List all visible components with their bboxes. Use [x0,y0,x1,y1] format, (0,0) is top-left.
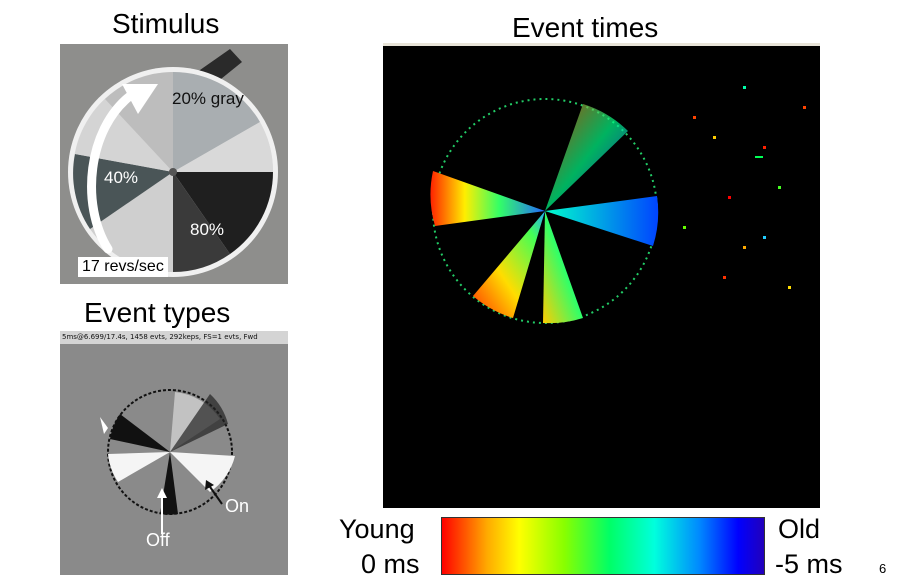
segment-80-label: 80% [190,220,225,239]
stimulus-title: Stimulus [112,8,220,39]
old-time-label: -5 ms [775,549,843,579]
event-times-plot [383,46,820,508]
event-times-topbar [383,43,820,46]
young-label: Young [339,514,415,544]
event-types-panel: 5ms@6.699/17.4s, 1458 evts, 292keps, FS=… [60,331,288,575]
segment-20-gray-label: 20% gray [172,89,244,108]
rotation-speed-label: 17 revs/sec [78,257,168,277]
event-dots [683,86,806,289]
stimulus-disk-photo: 20% gray 40% 80% [60,44,288,284]
old-label: Old [778,514,821,544]
event-times-title: Event times [512,12,659,43]
on-label: On [225,496,250,516]
viewer-status-bar: 5ms@6.699/17.4s, 1458 evts, 292keps, FS=… [60,331,288,344]
event-types-title: Event types [84,297,231,328]
time-colorbar [441,517,765,575]
page-number: 6 [879,561,887,576]
off-label: Off [146,530,170,550]
event-times-panel [383,46,820,508]
segment-40-label: 40% [104,168,139,187]
young-time-label: 0 ms [361,549,420,579]
event-types-plot [60,344,288,575]
